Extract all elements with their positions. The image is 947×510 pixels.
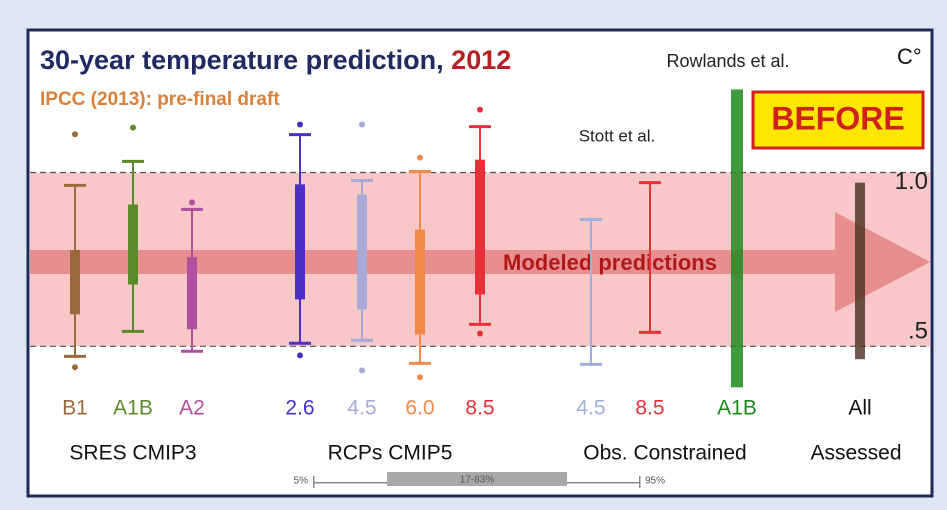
plot: .5 1.0 Modeled predictions B1 A1B A2 2.6 4.5 6.0… bbox=[30, 89, 930, 465]
group-label: Assessed bbox=[810, 442, 901, 465]
x-tick-label: All bbox=[848, 397, 871, 420]
legend-label: 5% bbox=[294, 476, 309, 487]
band-label: Modeled predictions bbox=[503, 250, 717, 275]
group-label: Obs. Constrained bbox=[583, 442, 746, 465]
bar bbox=[855, 182, 865, 360]
outlier bbox=[417, 374, 423, 381]
legend-tick bbox=[313, 476, 315, 488]
y-tick-label: .5 bbox=[908, 318, 928, 345]
x-tick-label: 2.6 bbox=[285, 397, 314, 420]
box bbox=[187, 257, 197, 330]
outlier bbox=[359, 121, 365, 128]
legend-box bbox=[387, 472, 567, 486]
box bbox=[415, 229, 425, 335]
legend-label: 17-83% bbox=[460, 475, 495, 486]
outlier bbox=[297, 352, 303, 359]
x-tick-label: 4.5 bbox=[576, 397, 605, 420]
outlier bbox=[359, 367, 365, 374]
x-tick-label: A1B bbox=[113, 397, 153, 420]
group-label: SRES CMIP3 bbox=[69, 442, 196, 465]
y-tick-label: 1.0 bbox=[895, 168, 928, 195]
bar bbox=[731, 89, 743, 388]
outlier bbox=[130, 124, 136, 131]
x-tick-label: 8.5 bbox=[635, 397, 664, 420]
badge-box bbox=[751, 90, 925, 150]
subtitle: IPCC (2013): pre-final draft bbox=[40, 89, 280, 110]
group-label: RCPs CMIP5 bbox=[328, 442, 453, 465]
x-tick-label: 4.5 bbox=[347, 397, 376, 420]
box bbox=[357, 194, 367, 310]
outlier bbox=[72, 131, 78, 138]
annotation: Rowlands et al. bbox=[666, 51, 789, 71]
outlier bbox=[477, 106, 483, 113]
legend-label: 95% bbox=[645, 476, 665, 487]
box bbox=[128, 204, 138, 285]
x-tick-label: 6.0 bbox=[405, 397, 434, 420]
outlier bbox=[72, 364, 78, 371]
outlier bbox=[297, 121, 303, 128]
box bbox=[70, 250, 80, 315]
annotation: Stott et al. bbox=[579, 126, 656, 145]
legend-tick bbox=[639, 476, 641, 488]
unit: C° bbox=[897, 44, 922, 69]
badge: BEFORE bbox=[771, 100, 904, 136]
box bbox=[475, 159, 485, 295]
x-tick-label: B1 bbox=[62, 397, 88, 420]
box bbox=[295, 184, 305, 300]
x-tick-label: A1B bbox=[717, 397, 757, 420]
outlier bbox=[477, 330, 483, 337]
title: 30-year temperature prediction, 2012 bbox=[40, 45, 511, 75]
x-tick-label: 8.5 bbox=[465, 397, 494, 420]
outlier bbox=[417, 154, 423, 161]
x-tick-label: A2 bbox=[179, 397, 205, 420]
outlier bbox=[189, 199, 195, 206]
